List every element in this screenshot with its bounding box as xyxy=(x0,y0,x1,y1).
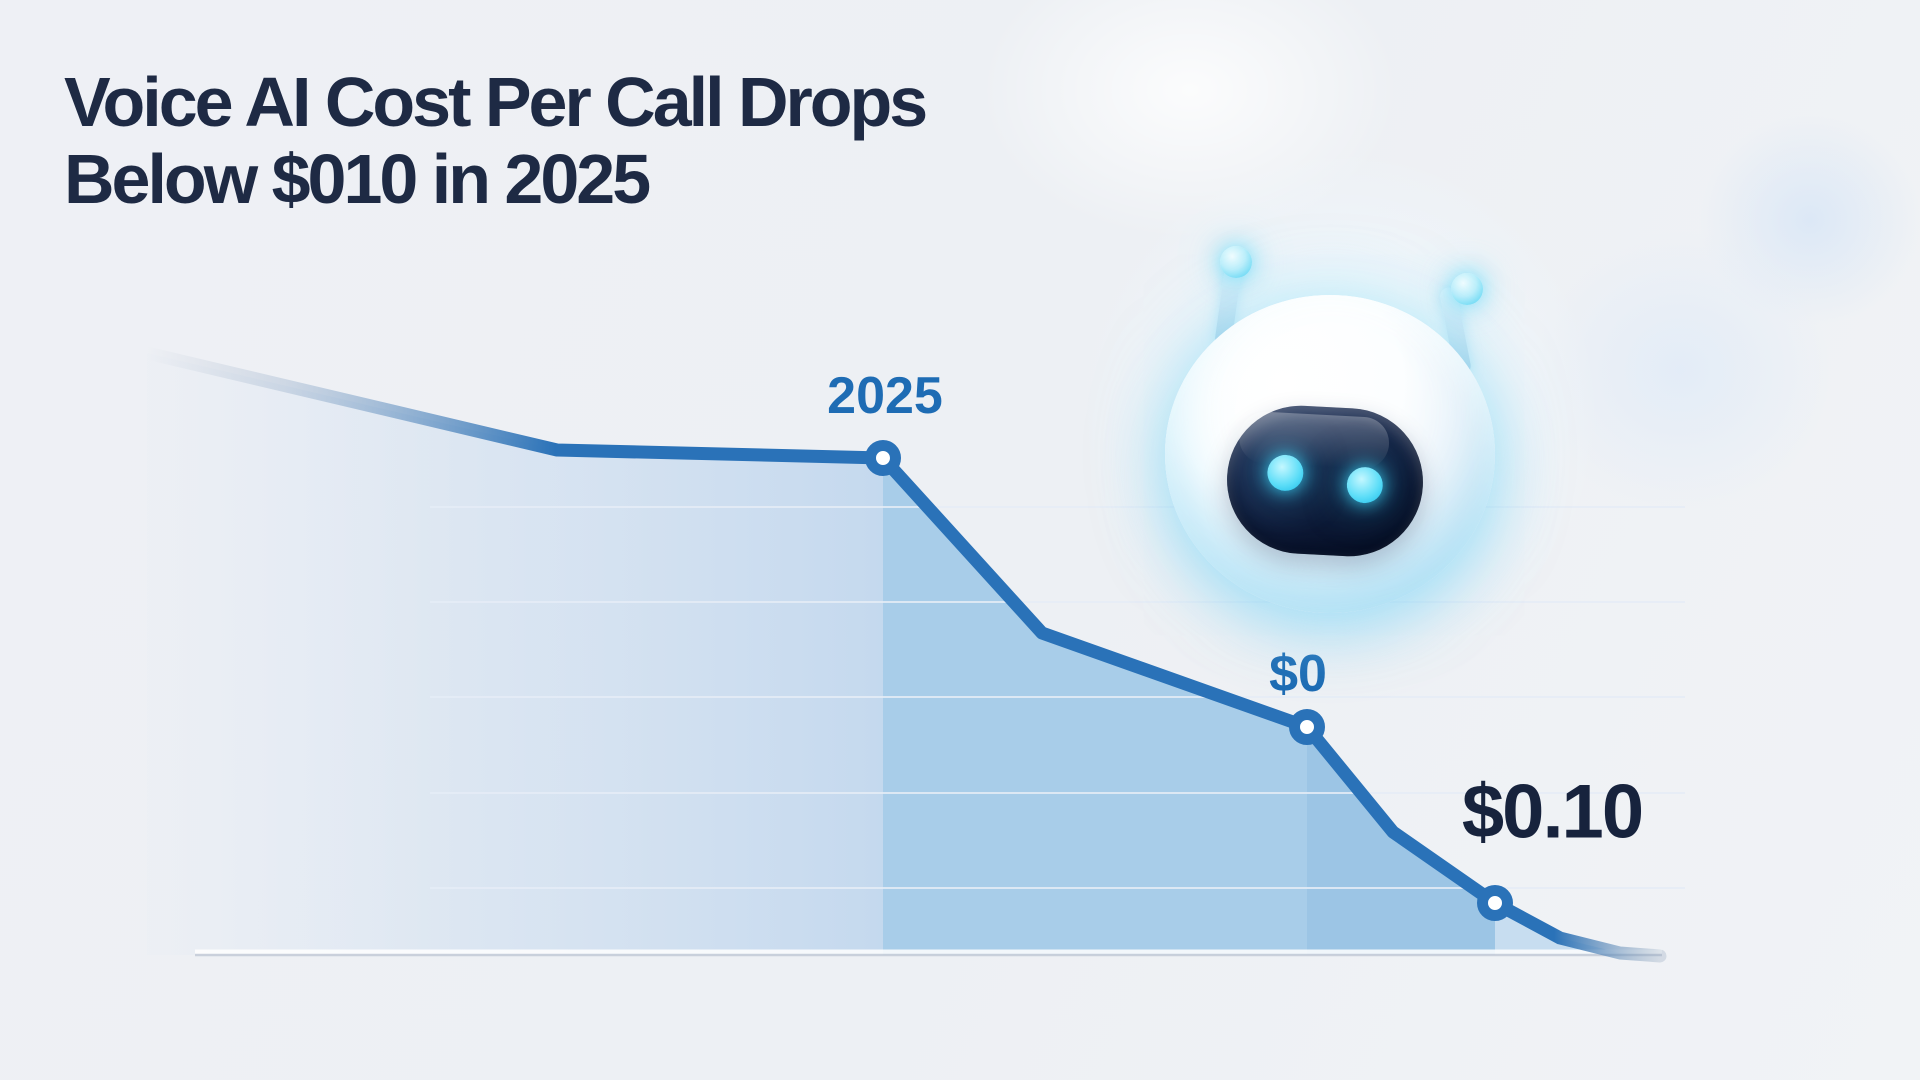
data-point-marker-1 xyxy=(865,440,901,476)
data-point-marker-2 xyxy=(1289,709,1325,745)
robot-head xyxy=(1165,295,1495,613)
chart-label-marker-3: $0.10 xyxy=(1461,769,1644,855)
chart-label-marker-2: $0 xyxy=(1269,645,1327,703)
data-point-marker-3 xyxy=(1477,885,1513,921)
robot-eye-left-icon xyxy=(1266,453,1305,492)
title-line-2: Below $010 in 2025 xyxy=(64,140,651,218)
cost-line xyxy=(140,346,1667,963)
robot-visor xyxy=(1223,401,1427,561)
area-fill-band-1 xyxy=(147,353,883,955)
page-title: Voice AI Cost Per Call Drops Below $010 … xyxy=(64,63,928,218)
chart-label-marker-1: 2025 xyxy=(827,367,943,425)
robot-mascot xyxy=(1150,215,1530,615)
title-line-1: Voice AI Cost Per Call Drops xyxy=(64,63,928,141)
area-fill-band-4 xyxy=(1495,903,1660,956)
robot-antenna-ball-right xyxy=(1451,273,1483,305)
robot-eye-right-icon xyxy=(1345,466,1384,505)
robot-antenna-ball-left xyxy=(1220,246,1252,278)
